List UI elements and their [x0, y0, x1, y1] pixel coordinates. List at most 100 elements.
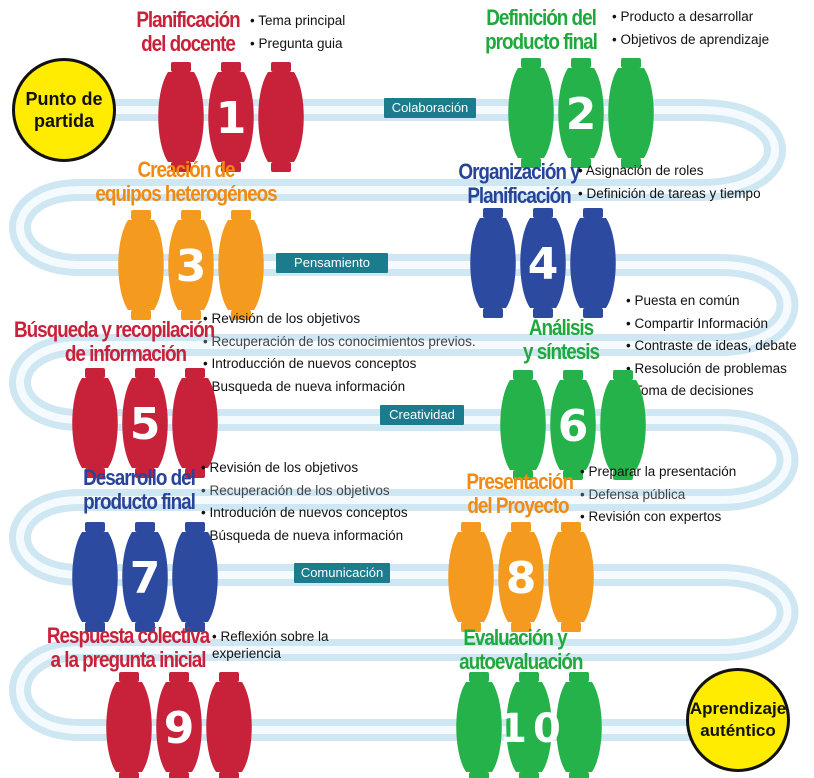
step-7-bullets: Revisión de los objetivos Recuperación d…	[201, 457, 408, 548]
step-6-capsule	[500, 370, 546, 480]
step-7-bullet: Recuperación de los objetivos	[201, 480, 408, 503]
step-5-capsule	[172, 368, 218, 478]
step-4-capsules: 4	[470, 208, 616, 318]
step-7-number: 7	[129, 553, 161, 604]
step-9-number: 9	[163, 703, 195, 754]
step-1-capsule	[258, 62, 304, 172]
step-3-title: Creación de equipos heterogéneos	[95, 157, 277, 206]
step-6-bullet: Compartir Información	[626, 313, 797, 336]
step-5-bullet: Busqueda de nueva información	[203, 376, 476, 399]
end-circle: Aprendizaje auténtico	[686, 668, 790, 772]
step-2-title: Definición del producto final	[485, 5, 598, 54]
step-10-title: Evaluación y autoevaluación	[459, 625, 583, 674]
step-6-bullet: Contraste de ideas, debate	[626, 335, 796, 358]
step-1-title: Planificación del docente	[136, 7, 240, 56]
step-7-capsule	[72, 522, 118, 632]
start-circle: Punto de partida	[12, 58, 116, 162]
step-10-capsule	[556, 672, 602, 778]
end-label-line2: auténtico	[700, 721, 776, 740]
step-5-capsule	[72, 368, 118, 478]
end-label-line1: Aprendizaje	[689, 699, 787, 718]
step-6-bullet: Resolución de problemas	[626, 358, 797, 381]
step-1-bullet: Pregunta guia	[250, 33, 345, 56]
step-3-capsule	[218, 210, 264, 320]
step-7-title: Desarrollo del producto final	[83, 465, 196, 514]
step-9-bullet: Reflexión sobre la experiencia	[212, 628, 332, 662]
step-7-capsules: 7	[72, 522, 218, 632]
step-2-capsule	[558, 58, 604, 168]
step-1-bullet: Tema principal	[250, 10, 345, 33]
step-2-capsule	[608, 58, 654, 168]
step-9-capsule	[106, 672, 152, 778]
step-8-title: Presentación del Proyecto	[466, 469, 573, 518]
skill-label-creatividad: Creatividad	[380, 405, 464, 425]
step-8-capsules: 8	[448, 522, 594, 632]
step-4-capsule	[570, 208, 616, 318]
start-label-line2: partida	[33, 111, 94, 131]
step-2-bullet: Objetivos de aprendizaje	[612, 29, 769, 52]
start-label-line1: Punto de	[25, 89, 103, 109]
step-2-number: 2	[565, 89, 597, 140]
step-10-capsules: 10	[456, 672, 602, 778]
step-5-capsules: 5	[72, 368, 218, 478]
step-7-capsule	[122, 522, 168, 632]
step-5-number: 5	[129, 399, 161, 450]
step-9-bullets: Reflexión sobre la experiencia	[212, 628, 332, 662]
step-8-bullet: Defensa pública	[580, 484, 736, 507]
step-10-capsule	[506, 672, 552, 778]
step-8-capsule	[448, 522, 494, 632]
step-6-capsule	[550, 370, 596, 480]
step-4-capsule	[520, 208, 566, 318]
step-7-bullet: Revisión de los objetivos	[201, 457, 408, 480]
step-10-number: 10	[499, 706, 567, 752]
step-2-bullet: Producto a desarrollar	[612, 6, 769, 29]
step-1-capsule	[208, 62, 254, 172]
step-5-bullet: Introducción de nuevos conceptos	[203, 353, 476, 376]
step-1-bullets: Tema principal Pregunta guia	[250, 10, 345, 55]
step-2-bullets: Producto a desarrollar Objetivos de apre…	[612, 6, 769, 51]
skill-label-pensamiento-critico: Pensamiento crítico	[276, 253, 388, 290]
step-7-capsule	[172, 522, 218, 632]
step-1-capsules: 1	[158, 62, 304, 172]
step-4-capsule	[470, 208, 516, 318]
step-4-title: Organización y Planificación	[458, 159, 580, 208]
step-7-bullet: Introdución de nuevos conceptos	[201, 502, 407, 525]
step-5-bullet: Recuperación de los conocimientos previo…	[203, 331, 475, 354]
step-8-capsule	[498, 522, 544, 632]
step-6-bullet: Puesta en común	[626, 290, 797, 313]
step-6-bullets: Puesta en común Compartir Información Co…	[626, 290, 797, 403]
step-3-capsules: 3	[118, 210, 264, 320]
step-5-capsule	[122, 368, 168, 478]
step-4-bullets: Asignación de roles Definición de tareas…	[578, 160, 761, 205]
step-2-capsule	[508, 58, 554, 168]
step-6-number: 6	[557, 401, 589, 452]
step-6-title: Análisis y síntesis	[523, 315, 600, 364]
step-4-bullet: Definición de tareas y tiempo	[578, 183, 760, 206]
step-4-bullet: Asignación de roles	[578, 160, 761, 183]
step-5-bullet: Revisión de los objetivos	[203, 308, 476, 331]
skill-label-comunicacion: Comunicación	[294, 563, 390, 583]
step-5-title: Búsqueda y recopilación de información	[14, 317, 215, 366]
step-5-bullets: Revisión de los objetivos Recuperación d…	[203, 308, 476, 399]
step-8-bullet: Preparar la presentación	[580, 461, 736, 484]
step-8-number: 8	[505, 553, 537, 604]
step-8-bullet: Revisión con expertos	[580, 506, 736, 529]
skill-label-colaboracion: Colaboración	[384, 98, 476, 118]
step-4-number: 4	[527, 239, 559, 290]
step-8-bullets: Preparar la presentación Defensa pública…	[580, 461, 736, 529]
step-3-capsule	[168, 210, 214, 320]
step-9-title: Respuesta cólectiva a la pregunta inicial	[46, 623, 210, 672]
step-1-number: 1	[215, 93, 247, 144]
step-6-bullet: Toma de decisiones	[626, 380, 797, 403]
step-7-bullet: Búsqueda de nueva información	[201, 525, 408, 548]
step-10-capsule	[456, 672, 502, 778]
step-3-number: 3	[175, 241, 207, 292]
step-3-capsule	[118, 210, 164, 320]
step-9-capsule	[156, 672, 202, 778]
step-2-capsules: 2	[508, 58, 654, 168]
step-9-capsules: 9	[106, 672, 252, 778]
step-9-capsule	[206, 672, 252, 778]
step-8-capsule	[548, 522, 594, 632]
step-1-capsule	[158, 62, 204, 172]
